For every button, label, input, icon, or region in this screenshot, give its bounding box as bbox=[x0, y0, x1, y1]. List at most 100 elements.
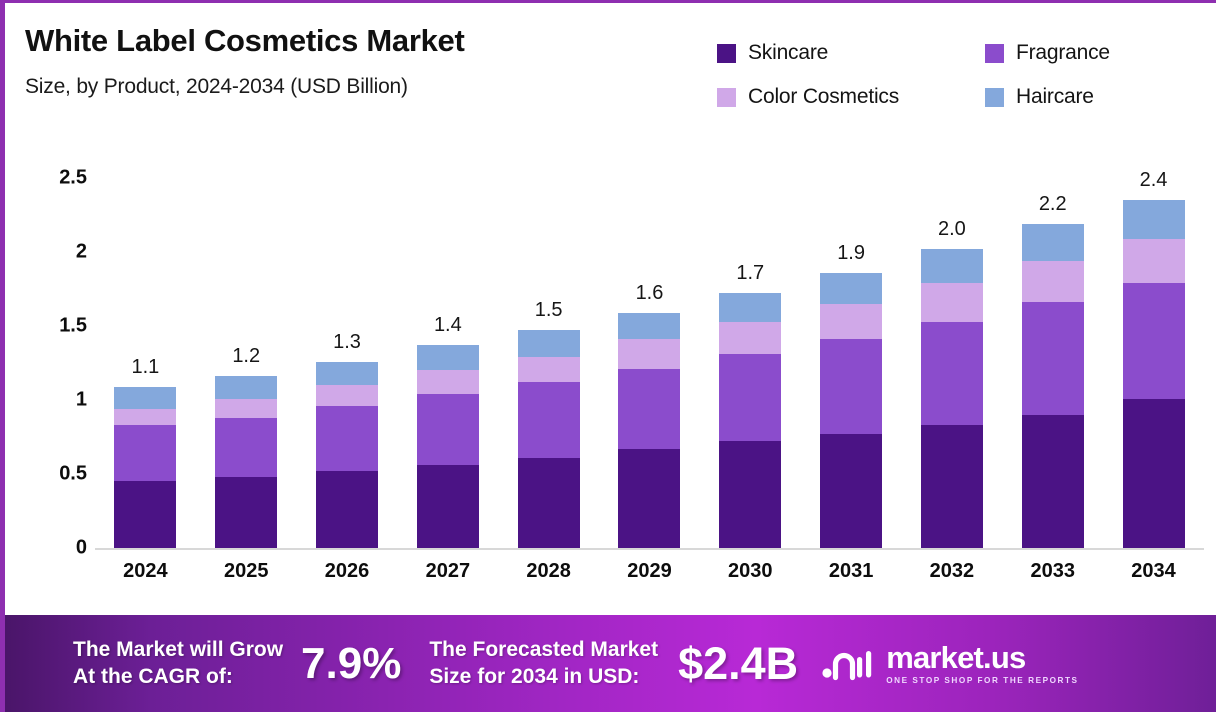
bar-segment-fragrance[interactable] bbox=[1021, 302, 1084, 415]
bar-segment-fragrance[interactable] bbox=[114, 425, 177, 482]
forecast-label-line1: The Forecasted Market bbox=[429, 638, 659, 662]
x-axis-label: 2032 bbox=[929, 559, 975, 582]
y-axis-tick: 1 bbox=[75, 388, 87, 411]
bar-column[interactable]: 1.5 bbox=[500, 131, 598, 603]
cagr-value: 7.9% bbox=[301, 638, 402, 688]
bar-segment-color-cosmetics[interactable] bbox=[114, 408, 177, 426]
bar-segment-color-cosmetics[interactable] bbox=[920, 283, 983, 322]
chart-plot-area: 0 0.5 1 1.5 2 2.5 1.1 1.2 1.3 1.4 1.5 1.6 1.7 1.9 2.0… bbox=[5, 131, 1216, 603]
bar-column[interactable]: 1.7 bbox=[701, 131, 799, 603]
stacked-bar[interactable] bbox=[416, 345, 479, 548]
bar-column[interactable]: 1.3 bbox=[298, 131, 396, 603]
bar-total-label: 2.0 bbox=[938, 218, 966, 241]
bar-total-label: 2.2 bbox=[1038, 192, 1067, 215]
bar-segment-skincare[interactable] bbox=[920, 425, 983, 548]
bar-segment-color-cosmetics[interactable] bbox=[618, 339, 681, 369]
legend-item-fragrance[interactable]: Fragrance bbox=[985, 41, 1195, 65]
bar-segment-haircare[interactable] bbox=[114, 386, 177, 409]
y-axis-tick: 1.5 bbox=[59, 314, 87, 337]
stacked-bar[interactable] bbox=[618, 312, 681, 548]
bar-segment-skincare[interactable] bbox=[114, 481, 177, 548]
bar-segment-color-cosmetics[interactable] bbox=[416, 370, 479, 395]
market-us-logo-text: market.us ONE STOP SHOP FOR THE REPORTS bbox=[886, 639, 1078, 685]
bar-column[interactable]: 2.4 bbox=[1105, 131, 1203, 603]
legend-item-haircare[interactable]: Haircare bbox=[985, 85, 1195, 109]
bar-segment-fragrance[interactable] bbox=[416, 394, 479, 466]
stacked-bar[interactable] bbox=[719, 293, 782, 548]
logo-name: market.us bbox=[886, 639, 1026, 675]
bar-column[interactable]: 1.4 bbox=[399, 131, 497, 603]
bar-segment-fragrance[interactable] bbox=[215, 417, 278, 477]
legend-swatch-fragrance bbox=[985, 43, 1004, 63]
bar-segment-color-cosmetics[interactable] bbox=[1122, 238, 1185, 284]
legend-swatch-haircare bbox=[985, 87, 1004, 107]
bar-segment-skincare[interactable] bbox=[1122, 398, 1185, 548]
bar-segment-color-cosmetics[interactable] bbox=[719, 321, 782, 355]
bar-segment-fragrance[interactable] bbox=[719, 354, 782, 442]
stacked-bar[interactable] bbox=[920, 249, 983, 548]
bar-segment-color-cosmetics[interactable] bbox=[215, 398, 278, 418]
bar-column[interactable]: 1.6 bbox=[600, 131, 698, 603]
footer-banner: The Market will Grow At the CAGR of: 7.9… bbox=[5, 615, 1216, 712]
stacked-bar[interactable] bbox=[1122, 200, 1185, 548]
bar-segment-haircare[interactable] bbox=[1021, 223, 1084, 261]
page-title: White Label Cosmetics Market bbox=[25, 23, 465, 58]
stacked-bar[interactable] bbox=[215, 376, 278, 548]
x-axis-label: 2025 bbox=[223, 559, 269, 582]
stacked-bar[interactable] bbox=[820, 272, 883, 548]
x-axis-labels: 2024 2025 2026 2027 2028 2029 2030 2031 2032 2033… bbox=[95, 549, 1204, 593]
bar-segment-skincare[interactable] bbox=[215, 476, 278, 548]
bar-segment-fragrance[interactable] bbox=[517, 382, 580, 458]
bar-segment-color-cosmetics[interactable] bbox=[316, 385, 379, 406]
bar-column[interactable]: 2.2 bbox=[1004, 131, 1102, 603]
bar-segment-skincare[interactable] bbox=[416, 465, 479, 548]
legend-row-1: Skincare Fragrance bbox=[717, 31, 1197, 75]
bar-column[interactable]: 1.2 bbox=[197, 131, 295, 603]
bar-segment-fragrance[interactable] bbox=[618, 368, 681, 449]
y-axis-tick: 2.5 bbox=[59, 166, 87, 189]
bar-segment-color-cosmetics[interactable] bbox=[1021, 260, 1084, 303]
bar-segment-skincare[interactable] bbox=[719, 441, 782, 548]
cagr-label-line2: At the CAGR of: bbox=[73, 664, 233, 688]
forecast-value: $2.4B bbox=[678, 638, 799, 689]
bar-segment-haircare[interactable] bbox=[1122, 200, 1185, 239]
bar-column[interactable]: 1.9 bbox=[802, 131, 900, 603]
stacked-bar[interactable] bbox=[517, 330, 580, 548]
bar-segment-haircare[interactable] bbox=[920, 249, 983, 284]
market-us-logo-icon bbox=[822, 646, 876, 682]
bar-segment-fragrance[interactable] bbox=[1122, 283, 1185, 399]
bar-segment-haircare[interactable] bbox=[517, 330, 580, 358]
header: White Label Cosmetics Market Size, by Pr… bbox=[5, 3, 1216, 131]
stacked-bar[interactable] bbox=[316, 361, 379, 548]
bar-segment-color-cosmetics[interactable] bbox=[820, 303, 883, 340]
legend-item-skincare[interactable]: Skincare bbox=[717, 41, 985, 65]
legend-swatch-skincare bbox=[717, 43, 736, 63]
stacked-bar[interactable] bbox=[114, 386, 177, 548]
bar-segment-haircare[interactable] bbox=[820, 272, 883, 304]
bar-segment-haircare[interactable] bbox=[618, 312, 681, 340]
legend-label-color-cosmetics: Color Cosmetics bbox=[748, 85, 900, 108]
bar-segment-haircare[interactable] bbox=[316, 361, 379, 386]
bar-segment-fragrance[interactable] bbox=[920, 321, 983, 426]
market-us-logo[interactable]: market.us ONE STOP SHOP FOR THE REPORTS bbox=[822, 639, 1078, 685]
bar-segment-skincare[interactable] bbox=[517, 457, 580, 548]
bar-segment-color-cosmetics[interactable] bbox=[517, 357, 580, 383]
page-subtitle: Size, by Product, 2024-2034 (USD Billion… bbox=[25, 75, 408, 98]
cagr-label: The Market will Grow At the CAGR of: bbox=[73, 637, 283, 690]
bar-segment-fragrance[interactable] bbox=[316, 405, 379, 472]
legend-item-color-cosmetics[interactable]: Color Cosmetics bbox=[717, 85, 985, 109]
bar-segment-skincare[interactable] bbox=[618, 448, 681, 548]
bar-segment-haircare[interactable] bbox=[215, 376, 278, 399]
stacked-bar[interactable] bbox=[1021, 223, 1084, 548]
bar-column[interactable]: 2.0 bbox=[903, 131, 1001, 603]
bar-segment-haircare[interactable] bbox=[719, 293, 782, 322]
bar-segment-skincare[interactable] bbox=[820, 434, 883, 548]
bar-segment-skincare[interactable] bbox=[1021, 414, 1084, 548]
bar-segment-skincare[interactable] bbox=[316, 471, 379, 548]
bar-column[interactable]: 1.1 bbox=[96, 131, 194, 603]
legend-label-fragrance: Fragrance bbox=[1016, 41, 1110, 64]
bar-segment-fragrance[interactable] bbox=[820, 339, 883, 435]
bar-segment-haircare[interactable] bbox=[416, 345, 479, 371]
legend-label-haircare: Haircare bbox=[1016, 85, 1094, 108]
